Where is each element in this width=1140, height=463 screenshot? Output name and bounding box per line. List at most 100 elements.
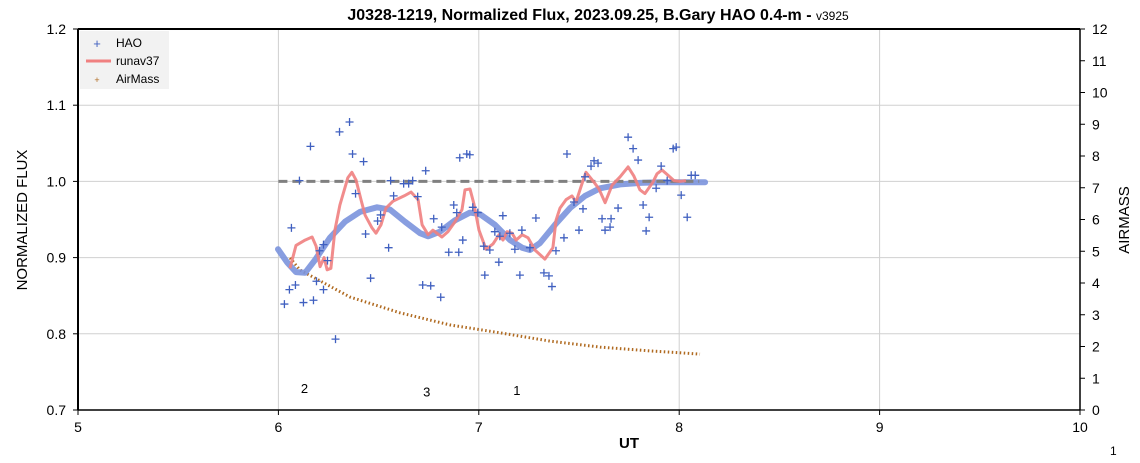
hao-point <box>629 144 638 153</box>
legend-hao-label: HAO <box>116 36 142 50</box>
x-tick-label: 5 <box>74 419 82 435</box>
hao-point <box>575 226 583 235</box>
legend-hao-marker: + <box>93 36 101 51</box>
hao-point <box>642 226 651 235</box>
hao-point <box>331 335 340 344</box>
hao-point <box>465 150 474 159</box>
hao-point <box>601 226 610 235</box>
hao-point <box>683 213 692 222</box>
y2-tick-label: 6 <box>1092 212 1100 228</box>
hao-point <box>315 246 324 255</box>
hao-point <box>306 142 315 151</box>
legend-runav-label: runav37 <box>116 54 160 68</box>
hao-point <box>444 248 453 257</box>
y-tick-label: 1.1 <box>47 97 67 113</box>
hao-point <box>672 143 681 152</box>
hao-point <box>517 226 526 235</box>
gridlines <box>78 28 1081 410</box>
hao-point <box>479 242 488 251</box>
model-curve <box>275 179 709 276</box>
annotation-label: 1 <box>513 383 520 398</box>
hao-point <box>376 210 385 219</box>
x-tick-label: 8 <box>675 419 683 435</box>
x-tick-label: 6 <box>275 419 283 435</box>
hao-point <box>458 236 467 245</box>
hao-point <box>624 133 633 142</box>
hao-point <box>468 203 477 212</box>
hao-point <box>645 213 654 222</box>
hao-point <box>323 256 332 265</box>
hao-point <box>480 271 489 280</box>
hao-point <box>291 281 300 290</box>
hao-point <box>515 271 524 280</box>
hao-point <box>505 229 514 238</box>
hao-point <box>285 285 294 294</box>
hao-point <box>361 229 370 238</box>
hao-point <box>544 271 553 280</box>
hao-point <box>594 159 603 168</box>
hao-point <box>319 240 328 249</box>
hao-point <box>525 243 534 252</box>
hao-point <box>677 191 686 200</box>
hao-point <box>559 233 568 242</box>
hao-point <box>384 243 393 252</box>
y2-tick-label: 5 <box>1092 243 1100 259</box>
hao-point <box>429 214 438 223</box>
hao-point <box>652 184 661 193</box>
hao-point <box>452 208 461 217</box>
hao-point <box>309 296 318 305</box>
hao-point <box>404 179 413 188</box>
y2-tick-label: 7 <box>1092 180 1100 196</box>
hao-point <box>299 298 308 307</box>
page-number: 1 <box>1110 444 1117 458</box>
y-tick-label: 1.2 <box>47 21 67 37</box>
hao-point <box>449 201 458 210</box>
chart-title: J0328-1219, Normalized Flux, 2023.09.25,… <box>347 7 849 24</box>
hao-point <box>386 176 395 185</box>
hao-point <box>366 274 375 283</box>
hao-point <box>345 117 354 126</box>
hao-point <box>351 189 360 198</box>
hao-point <box>581 172 590 181</box>
runav37-series <box>288 165 687 272</box>
hao-point <box>280 300 289 309</box>
hao-point <box>510 245 519 254</box>
hao-point <box>413 192 422 201</box>
y-tick-label: 0.8 <box>47 326 67 342</box>
legend-airmass-marker: + <box>94 75 99 85</box>
y-axis-label: NORMALIZED FLUX <box>14 150 31 291</box>
y2-tick-label: 12 <box>1092 21 1108 37</box>
y2-tick-label: 4 <box>1092 275 1100 291</box>
hao-point <box>408 176 417 185</box>
hao-point <box>389 191 398 200</box>
hao-point <box>295 176 304 185</box>
hao-point <box>373 217 382 226</box>
annotation-label: 2 <box>301 381 308 396</box>
legend: + HAO runav37 + AirMass <box>80 31 169 89</box>
hao-point <box>287 223 296 232</box>
hao-point <box>614 204 623 213</box>
x-tick-label: 10 <box>1072 419 1088 435</box>
hao-point <box>547 282 556 291</box>
hao-point <box>598 214 607 223</box>
hao-point <box>607 214 616 223</box>
hao-point <box>498 211 507 220</box>
hao-point <box>455 153 464 162</box>
y2-axis-label: AIRMASS <box>1116 186 1133 254</box>
hao-point <box>473 208 482 217</box>
y-tick-label: 0.7 <box>47 402 67 418</box>
airmass-series <box>288 256 701 356</box>
series-layer: 2 3 1 <box>275 117 709 399</box>
hao-point <box>348 149 357 158</box>
hao-point <box>606 223 615 232</box>
x-axis-label: UT <box>619 435 639 452</box>
hao-point <box>426 281 435 290</box>
hao-point <box>418 281 427 290</box>
y2-tick-label: 8 <box>1092 148 1100 164</box>
hao-point <box>562 149 571 158</box>
annotation-label: 3 <box>423 384 430 399</box>
y-tick-label: 0.9 <box>47 250 67 266</box>
y2-tick-label: 0 <box>1092 402 1100 418</box>
hao-point <box>590 156 599 165</box>
hao-point <box>634 156 643 165</box>
